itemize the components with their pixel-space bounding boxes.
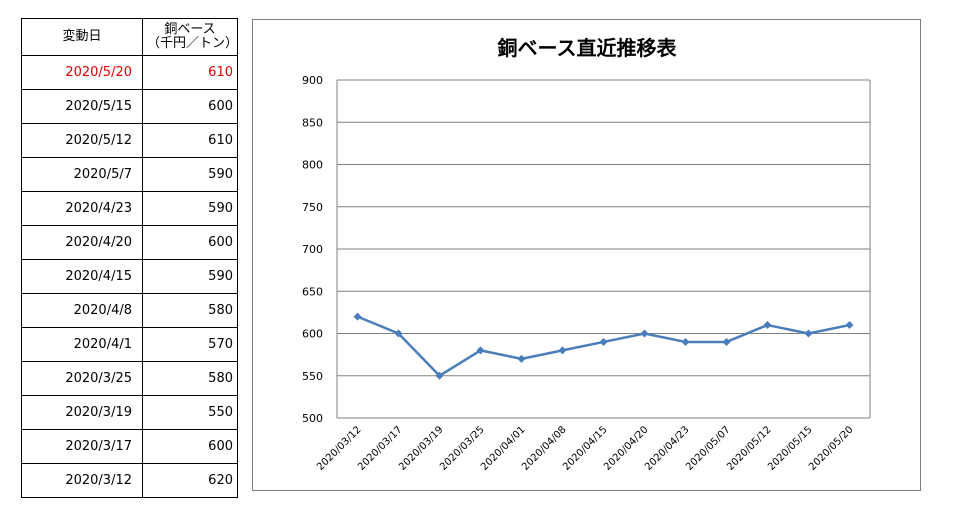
header-price-line2: （千円／トン） — [147, 36, 239, 51]
row-value: 570 — [142, 327, 238, 362]
chart-title: 銅ベース直近推移表 — [498, 36, 678, 60]
line-chart: 銅ベース直近推移表 500 550 600 650 700 750 800 850 900 20… — [302, 36, 871, 473]
row-date: 2020/4/20 — [21, 225, 143, 260]
row-date: 2020/4/15 — [21, 259, 143, 294]
data-point — [722, 337, 731, 346]
series-group — [353, 312, 854, 380]
row-value: 600 — [142, 89, 238, 124]
row-date: 2020/3/12 — [21, 463, 143, 498]
table-row: 2020/5/12 610 — [21, 123, 238, 158]
row-value: 600 — [142, 429, 238, 464]
table-header-row: 変動日 銅ベース （千円／トン） — [21, 18, 239, 56]
y-tick-label: 550 — [302, 370, 323, 383]
row-value: 590 — [142, 157, 238, 192]
table-row: 2020/4/1 570 — [21, 327, 238, 362]
table-row: 2020/3/17 600 — [21, 429, 238, 464]
table-row: 2020/5/7 590 — [21, 157, 238, 192]
data-point — [681, 337, 690, 346]
data-point — [394, 329, 403, 338]
table-row: 2020/5/20 610 — [21, 55, 238, 90]
y-tick-label: 750 — [302, 201, 323, 214]
y-tick-label: 700 — [302, 243, 323, 256]
row-date: 2020/4/1 — [21, 327, 143, 362]
y-tick-label: 850 — [302, 116, 323, 129]
y-tick-label: 900 — [302, 74, 323, 87]
data-point — [558, 346, 567, 355]
row-value: 580 — [142, 361, 238, 396]
x-tick-label: 2020/05/20 — [807, 424, 856, 473]
data-point — [435, 371, 444, 380]
row-date: 2020/5/15 — [21, 89, 143, 124]
table-row: 2020/5/15 600 — [21, 89, 238, 124]
y-tick-label: 650 — [302, 285, 323, 298]
row-value: 600 — [142, 225, 238, 260]
y-axis-ticks: 500 550 600 650 700 750 800 850 900 — [302, 74, 323, 425]
data-point — [599, 337, 608, 346]
table-row: 2020/3/12 620 — [21, 463, 238, 498]
header-price-line1: 銅ベース — [164, 22, 216, 37]
row-date: 2020/4/8 — [21, 293, 143, 328]
data-point — [640, 329, 649, 338]
row-date: 2020/5/20 — [21, 55, 143, 90]
table-row: 2020/3/19 550 — [21, 395, 238, 430]
row-value: 620 — [142, 463, 238, 498]
data-point — [845, 321, 854, 330]
data-point — [476, 346, 485, 355]
row-date: 2020/4/23 — [21, 191, 143, 226]
y-tick-label: 600 — [302, 328, 323, 341]
row-value: 590 — [142, 191, 238, 226]
x-axis-ticks: 2020/03/122020/03/172020/03/192020/03/25… — [315, 424, 856, 473]
header-date: 変動日 — [21, 18, 143, 56]
row-date: 2020/3/25 — [21, 361, 143, 396]
chart-grid — [336, 79, 871, 419]
row-value: 550 — [142, 395, 238, 430]
data-point — [517, 354, 526, 363]
header-price: 銅ベース （千円／トン） — [142, 18, 239, 56]
row-value: 610 — [142, 123, 238, 158]
table-row: 2020/4/15 590 — [21, 259, 238, 294]
row-value: 590 — [142, 259, 238, 294]
data-point — [763, 321, 772, 330]
row-value: 580 — [142, 293, 238, 328]
y-tick-label: 500 — [302, 412, 323, 425]
table-row: 2020/4/20 600 — [21, 225, 238, 260]
table-row: 2020/4/23 590 — [21, 191, 238, 226]
row-date: 2020/3/17 — [21, 429, 143, 464]
row-date: 2020/5/12 — [21, 123, 143, 158]
y-tick-label: 800 — [302, 159, 323, 172]
row-date: 2020/3/19 — [21, 395, 143, 430]
copper-price-table: 変動日 銅ベース （千円／トン） 2020/5/20 610 2020/5/15 60… — [21, 18, 238, 498]
row-date: 2020/5/7 — [21, 157, 143, 192]
series-line — [357, 315, 850, 377]
data-point — [804, 329, 813, 338]
table-row: 2020/3/25 580 — [21, 361, 238, 396]
data-point — [353, 312, 362, 321]
table-row: 2020/4/8 580 — [21, 293, 238, 328]
row-value: 610 — [142, 55, 238, 90]
chart-area: 銅ベース直近推移表 500 550 600 650 700 750 800 850 900 20… — [252, 19, 921, 491]
